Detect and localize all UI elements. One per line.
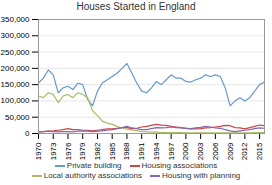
svg-text:1991: 1991 <box>137 142 146 160</box>
html-text:Private building: Private building <box>66 161 122 170</box>
svg-text:0: 0 <box>25 129 30 138</box>
svg-text:2000: 2000 <box>181 142 190 160</box>
svg-text:1979: 1979 <box>78 142 87 160</box>
svg-text:1994: 1994 <box>152 142 161 160</box>
svg-text:300,000: 300,000 <box>1 31 30 40</box>
html-text:Local authority associations: Local authority associations <box>43 171 142 180</box>
svg-text:1976: 1976 <box>64 142 73 160</box>
svg-text:2015: 2015 <box>255 142 264 160</box>
svg-text:2012: 2012 <box>240 142 249 160</box>
svg-text:50,000: 50,000 <box>5 113 30 122</box>
svg-text:350,000: 350,000 <box>1 15 30 24</box>
svg-text:200,000: 200,000 <box>1 64 30 73</box>
svg-text:2003: 2003 <box>196 142 205 160</box>
svg-text:1982: 1982 <box>93 142 102 160</box>
svg-text:2006: 2006 <box>211 142 220 160</box>
svg-text:150,000: 150,000 <box>1 80 30 89</box>
html-text:Housing with planning: Housing with planning <box>162 171 241 180</box>
html-text:Housing associations: Housing associations <box>141 161 218 170</box>
html-text:Houses Started in England: Houses Started in England <box>76 1 196 12</box>
svg-text:1970: 1970 <box>34 142 43 160</box>
svg-text:250,000: 250,000 <box>1 48 30 57</box>
svg-text:1997: 1997 <box>167 142 176 160</box>
svg-text:1985: 1985 <box>108 142 117 160</box>
svg-text:1973: 1973 <box>49 142 58 160</box>
svg-text:2009: 2009 <box>226 142 235 160</box>
svg-text:100,000: 100,000 <box>1 96 30 105</box>
svg-text:1988: 1988 <box>122 142 131 160</box>
